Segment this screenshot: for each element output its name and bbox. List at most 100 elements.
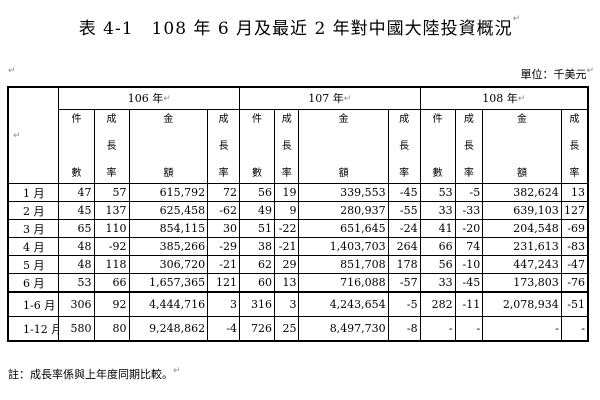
table-cell: -10 [454,255,484,274]
paragraph-mark: ↵ [517,93,526,104]
header-char: 成 [281,113,292,125]
table-cell: 92 [93,291,130,317]
table-cell: 382,624 [482,183,562,202]
table-cell: 580 [58,316,95,342]
table-row: 1-6 月 306 92 4,444,716 3 316 3 4,243,654 -5 282 -1… [7,291,589,317]
header-char: 率 [106,167,117,179]
header-char: 長 [218,140,229,152]
header-char: 額 [163,167,174,179]
paragraph-mark: ↵ [8,66,16,76]
paragraph-mark: ↵ [586,66,594,76]
header-char: 率 [399,167,410,179]
table-cell: 65 [58,219,95,238]
table-cell: 280,937 [298,201,389,220]
paragraph-mark: ↵ [13,130,21,141]
header-stack: 件數 [60,114,93,180]
paragraph-mark: ↵ [173,366,181,376]
table-cell: 80 [93,316,130,342]
header-stack: 成長率 [95,114,128,180]
header-char: 成 [399,113,410,125]
table-cell: -83 [560,237,589,256]
year-label: 108 年 [482,91,518,105]
header-char: 金 [338,113,349,125]
table-cell: 38 [239,237,276,256]
row-label: 4 月 [7,237,60,256]
row-label: 5 月 [7,255,60,274]
row-label: 2 月 [7,201,60,220]
title-text: 表 4-1 108 年 6 月及最近 2 年對中國大陸投資概況 [78,19,513,39]
table-cell: -33 [454,201,484,220]
table-cell: 53 [58,273,95,293]
table-cell: 316 [239,291,276,317]
table-cell: 25 [274,316,300,342]
amount-header: 金額 [482,109,562,184]
table-cell: -57 [387,273,421,293]
table-cell: -29 [207,237,241,256]
table-cell: -22 [274,219,300,238]
header-char: 率 [281,167,292,179]
table-cell: 118 [93,255,130,274]
table-cell: 447,243 [482,255,562,274]
table-cell: 56 [239,183,276,202]
table-cell: - [482,316,562,342]
table-cell: 651,645 [298,219,389,238]
table-cell: -45 [454,273,484,293]
table-cell: 3 [207,291,241,317]
table-cell: 282 [419,291,456,317]
investment-table: ↵ 106 年↵ 107 年↵ 108 年↵ 件數成長率金額成長率件數成長率金額… [7,86,589,342]
header-char: 數 [71,167,82,179]
header-stack: 金額 [130,114,207,180]
table-body: 1 月 47 57 615,792 72 56 19 339,553 -45 53 -5 382,62… [7,183,589,342]
amount-header: 金額 [298,109,389,184]
header-char: 數 [432,167,443,179]
header-stack: 成長率 [209,113,239,180]
table-row: 1 月 47 57 615,792 72 56 19 339,553 -45 53 -5 382,62… [7,183,589,202]
year-header-106: 106 年↵ [58,86,241,110]
table-cell: -8 [387,316,421,342]
count-header: 件數 [419,109,456,184]
table-cell: 178 [387,255,421,274]
header-char: 長 [399,140,410,152]
table-cell: 9,248,862 [128,316,209,342]
table-cell: 45 [58,201,95,220]
table-cell: 4,243,654 [298,291,389,317]
table-cell: - [419,316,456,342]
amount-growth-header: 成長率 [387,109,421,184]
column-header-row: 件數成長率金額成長率件數成長率金額成長率件數成長率金額成長率 [8,109,589,184]
header-stack: 金額 [484,114,561,180]
paragraph-mark: ↵ [163,93,171,104]
table-cell: 204,548 [482,219,562,238]
table-cell: 231,613 [482,237,562,256]
header-char: 件 [432,113,443,125]
table-cell: -51 [560,291,589,317]
table-row: 2 月 45 137 625,458 -62 49 9 280,937 -55 33 -33 639,… [7,201,589,220]
table-cell: 33 [419,201,456,220]
amount-growth-header: 成長率 [207,109,241,184]
unit-text: 單位：千美元 [520,68,587,81]
header-char: 數 [252,167,263,179]
header-stack: 成長率 [562,114,586,180]
table-cell: 19 [274,183,300,202]
table-row: 1-12 月 580 80 9,248,862 -4 726 25 8,497,730 -8- -… [7,316,589,342]
table-cell: 29 [274,255,300,274]
table-cell: 13 [560,183,589,202]
header-stack: 件數 [421,113,454,180]
table-cell: 57 [93,183,130,202]
amount-header: 金額 [128,109,209,184]
table-cell: -47 [560,255,589,274]
table-cell: 48 [58,237,95,256]
table-cell: 47 [58,183,95,202]
table-row: 5 月 48 118 306,720 -21 62 29 851,708 178 56 -10 447… [7,255,589,274]
header-char: 成 [218,113,229,125]
table-cell: -5 [454,183,484,202]
table-cell: 48 [58,255,95,274]
table-cell: 33 [419,273,456,293]
table-cell: -21 [207,255,241,274]
table-cell: 137 [93,201,130,220]
table-cell: 306,720 [128,255,209,274]
table-cell: 41 [419,219,456,238]
header-char: 長 [569,140,580,152]
note-text: 註：成長率係與上年度同期比較。 [8,368,173,381]
header-stack: 成長率 [389,113,419,180]
header-char: 長 [106,140,117,152]
